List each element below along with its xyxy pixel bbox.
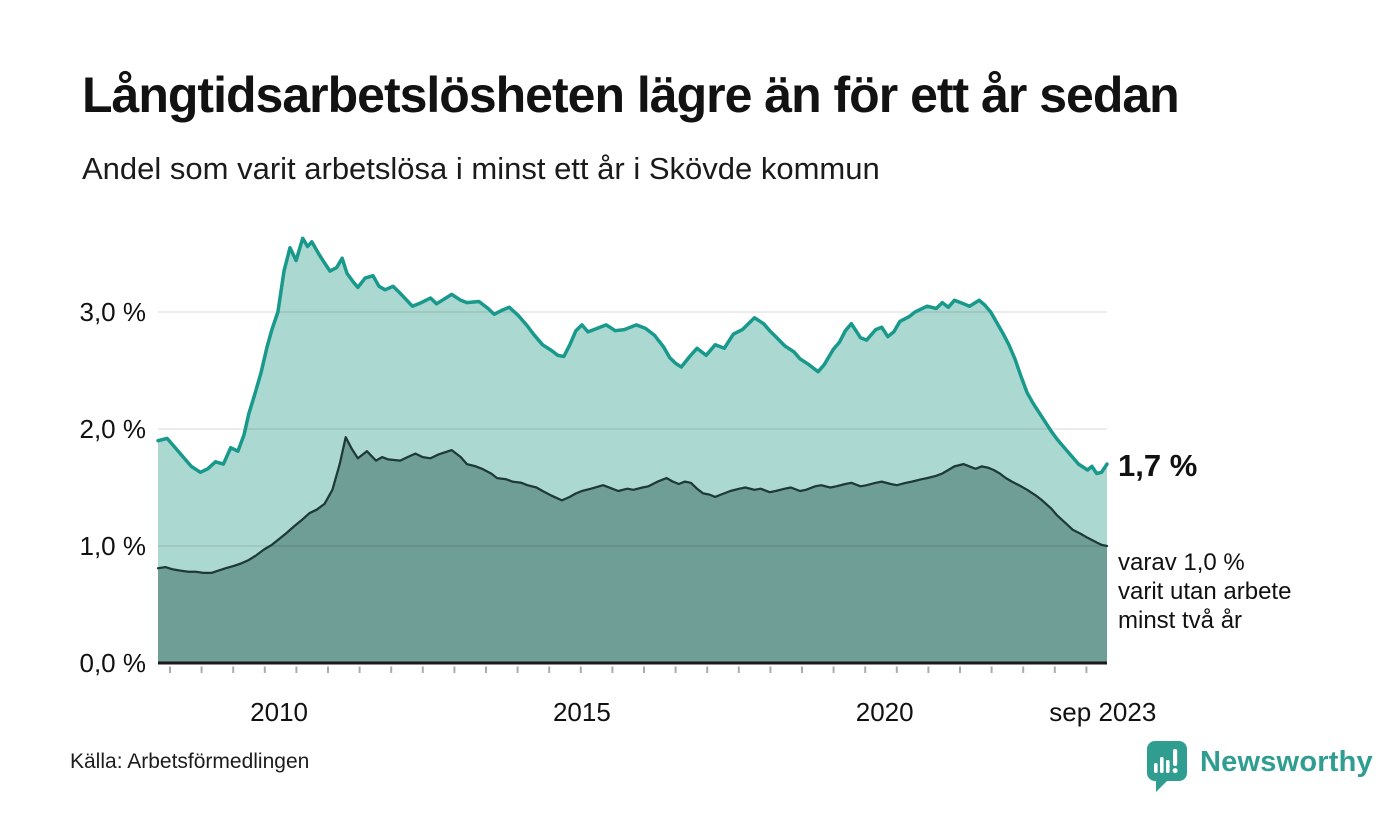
two-year-annotation-line2: varit utan arbete [1118, 578, 1292, 605]
x-axis-minor-ticks [169, 666, 1088, 673]
x-tick-label: sep 2023 [1049, 697, 1156, 727]
logo-exclamation-bar [1173, 749, 1178, 766]
area-fill-series-1 [158, 437, 1107, 663]
y-tick-label: 2,0 % [80, 414, 147, 444]
two-year-annotation-line1: varav 1,0 % [1118, 549, 1245, 576]
y-axis-labels: 0,0 % 1,0 % 2,0 % 3,0 % [80, 297, 147, 678]
newsworthy-wordmark: Newsworthy [1200, 746, 1373, 778]
newsworthy-speech-bubble-icon [1147, 741, 1187, 792]
logo-bar-short [1154, 763, 1158, 773]
x-tick-label: 2010 [250, 697, 308, 727]
y-tick-label: 0,0 % [80, 648, 147, 678]
x-tick-label: 2020 [856, 697, 914, 727]
newsworthy-logo: Newsworthy [1146, 740, 1373, 794]
chart-area-fills [158, 238, 1107, 664]
y-tick-label: 3,0 % [80, 297, 147, 327]
y-tick-label: 1,0 % [80, 531, 147, 561]
chart-subtitle: Andel som varit arbetslösa i minst ett å… [82, 151, 880, 186]
x-axis-labels: 2010 2015 2020 sep 2023 [250, 697, 1156, 727]
line-two-year [156, 436, 1109, 575]
source-label: Källa: Arbetsförmedlingen [70, 750, 310, 773]
line-total [156, 236, 1109, 476]
series-lines [156, 236, 1109, 575]
latest-two-year-annotation: varav 1,0 % varit utan arbete minst två … [1118, 548, 1291, 635]
logo-bar-medium [1166, 760, 1170, 773]
latest-total-value-label: 1,7 % [1118, 448, 1198, 483]
two-year-annotation-line3: minst två år [1118, 607, 1243, 634]
chart-title: Långtidsarbetslösheten lägre än för ett … [82, 67, 1180, 123]
logo-bar-tall [1160, 757, 1164, 773]
logo-exclamation-dot [1172, 768, 1178, 774]
gridlines [158, 311, 1107, 547]
x-tick-label: 2015 [553, 697, 611, 727]
